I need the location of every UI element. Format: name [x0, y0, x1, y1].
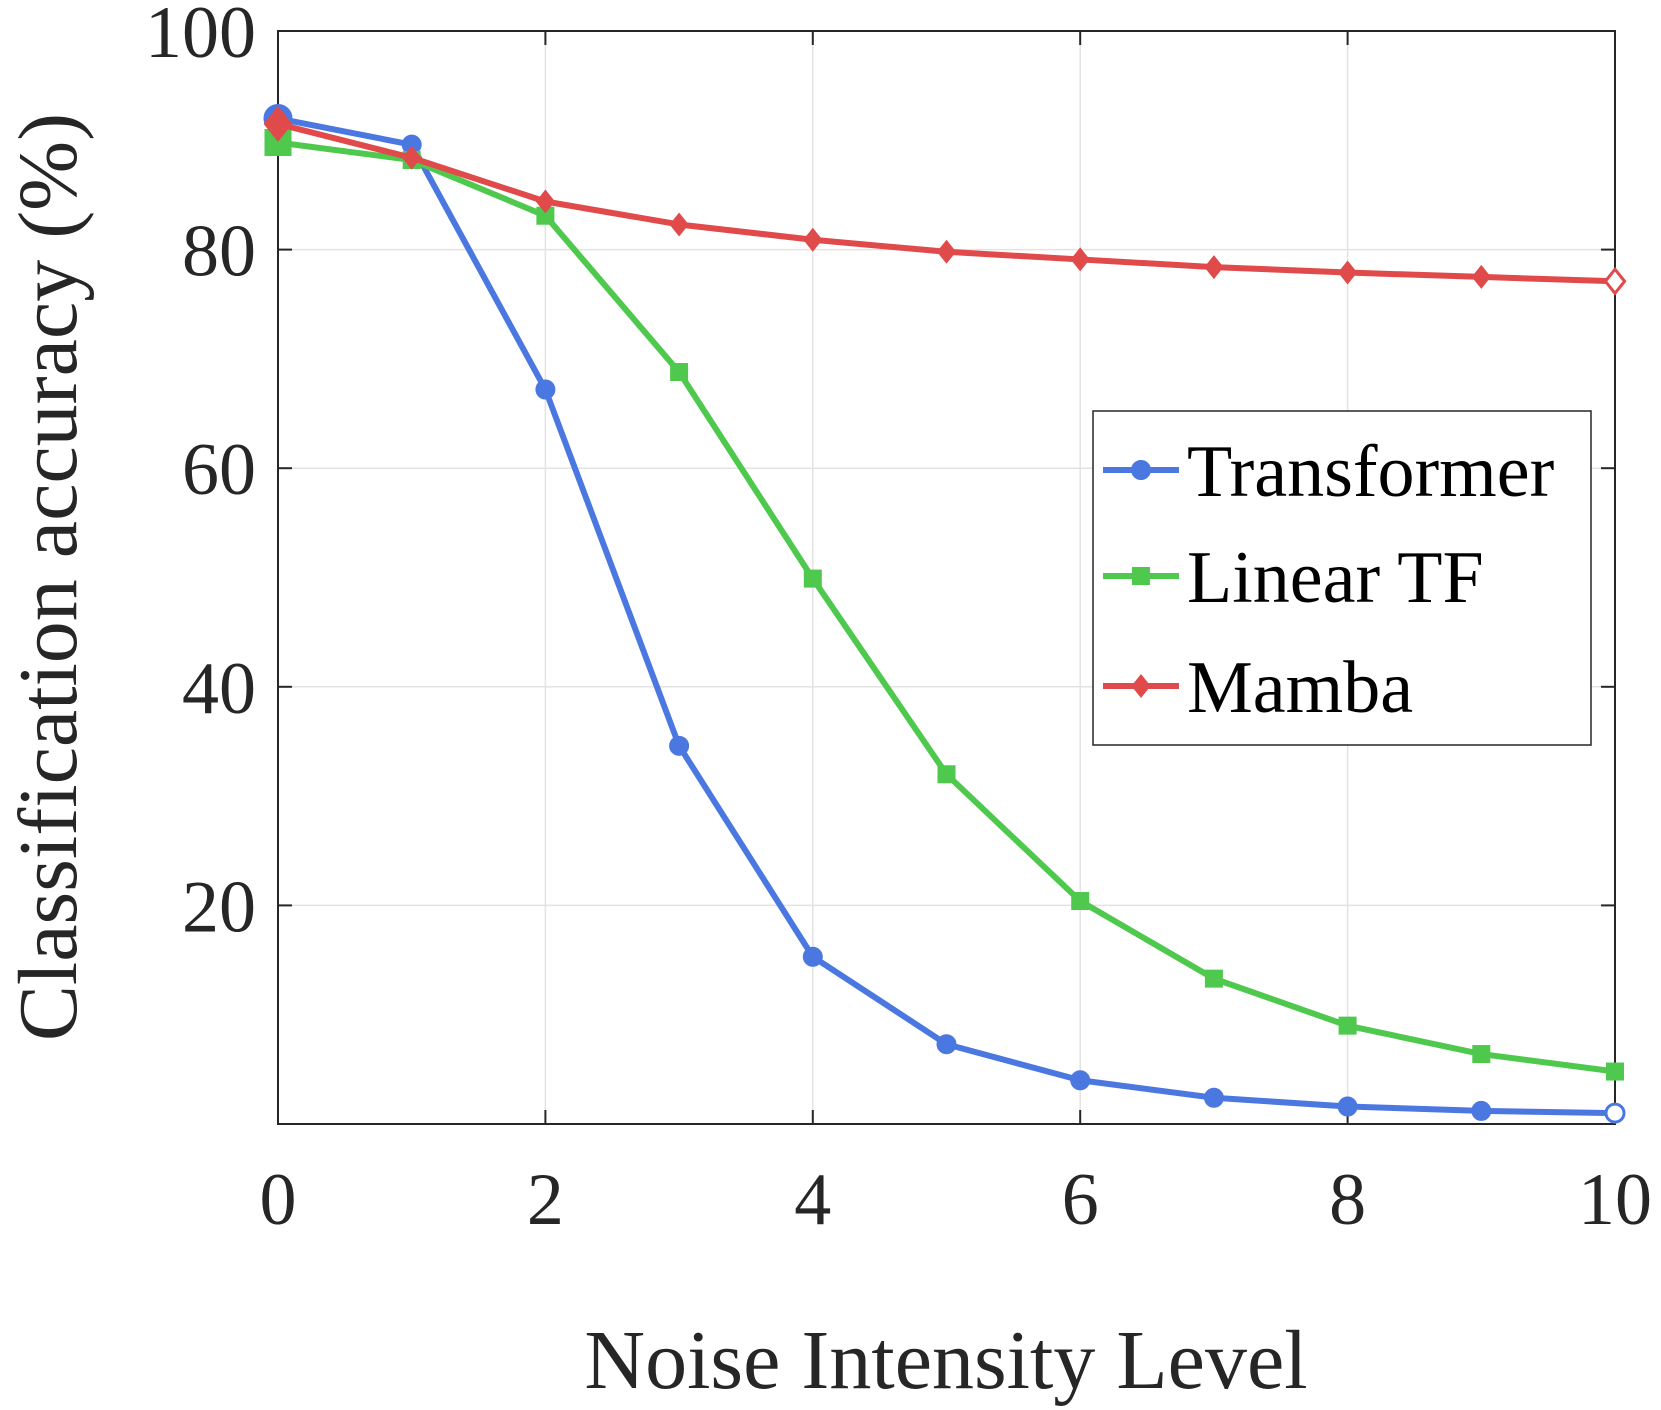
transformer-point	[1471, 1100, 1492, 1121]
series-mamba	[263, 105, 1627, 296]
transformer-point	[669, 735, 690, 756]
mamba-point	[1204, 255, 1224, 280]
plot-area-border	[277, 30, 1616, 1125]
legend-entry-linear-tf: Linear TF	[1103, 537, 1484, 619]
y-tick-label: 80	[182, 211, 256, 293]
transformer-point	[1337, 1096, 1358, 1117]
x-tick-label: 10	[1578, 1159, 1652, 1241]
linear-tf-point	[1204, 969, 1223, 988]
y-tick-label: 60	[182, 429, 256, 511]
mamba-point	[1338, 260, 1358, 285]
linear-tf-point	[1071, 892, 1090, 911]
transformer-point	[802, 946, 823, 967]
series-layer	[263, 103, 1627, 1124]
x-tick-label: 6	[1062, 1159, 1099, 1241]
mamba-point	[936, 239, 957, 264]
x-tick-label: 8	[1329, 1159, 1366, 1241]
mamba-point	[402, 145, 422, 170]
y-tick-label: 20	[182, 866, 256, 948]
y-tick-label: 100	[145, 0, 256, 74]
legend-linear-tf-point	[1132, 567, 1150, 585]
x-tick-label: 0	[260, 1159, 297, 1241]
legend-entries: Transformer Linear TF Mamba	[1103, 431, 1554, 729]
linear-tf-point	[670, 363, 689, 382]
legend-transformer-point	[1131, 460, 1151, 480]
transformer-point	[1203, 1087, 1224, 1108]
y-tick-label: 40	[182, 648, 256, 730]
mamba-point	[1603, 266, 1627, 296]
transformer-point	[1604, 1102, 1626, 1124]
linear-tf-point	[1472, 1045, 1491, 1064]
transformer-point	[936, 1034, 957, 1055]
legend-mamba-point	[1131, 674, 1151, 698]
linear-tf-point	[803, 569, 822, 588]
grid-layer	[278, 31, 1615, 1124]
mamba-point	[669, 212, 689, 237]
transformer-point	[535, 379, 556, 400]
linear-tf-point	[536, 206, 555, 225]
linear-tf-point	[1338, 1016, 1357, 1035]
x-tick-label: 4	[794, 1159, 831, 1241]
legend-label: Linear TF	[1187, 537, 1484, 619]
x-axis-title: Noise Intensity Level	[584, 1314, 1307, 1407]
x-tick-label: 2	[527, 1159, 564, 1241]
linear-tf-point	[937, 765, 956, 784]
legend-label: Transformer	[1187, 431, 1554, 513]
y-axis-title: Classification accuracy (%)	[2, 113, 95, 1041]
tick-label-layer: 0 2 4 6 8 10 20 40 60 80 100	[145, 0, 1652, 1241]
mamba-point	[263, 105, 293, 142]
mamba-point	[1471, 264, 1491, 289]
legend-entry-transformer: Transformer	[1103, 431, 1554, 513]
linear-tf-point	[1606, 1062, 1624, 1081]
mamba-point	[535, 189, 555, 214]
legend: Transformer Linear TF Mamba	[1092, 410, 1592, 746]
mamba-point	[803, 227, 823, 252]
mamba-point	[1070, 247, 1090, 272]
legend-label: Mamba	[1187, 647, 1413, 729]
transformer-point	[1070, 1070, 1091, 1091]
legend-entry-mamba: Mamba	[1103, 647, 1413, 729]
